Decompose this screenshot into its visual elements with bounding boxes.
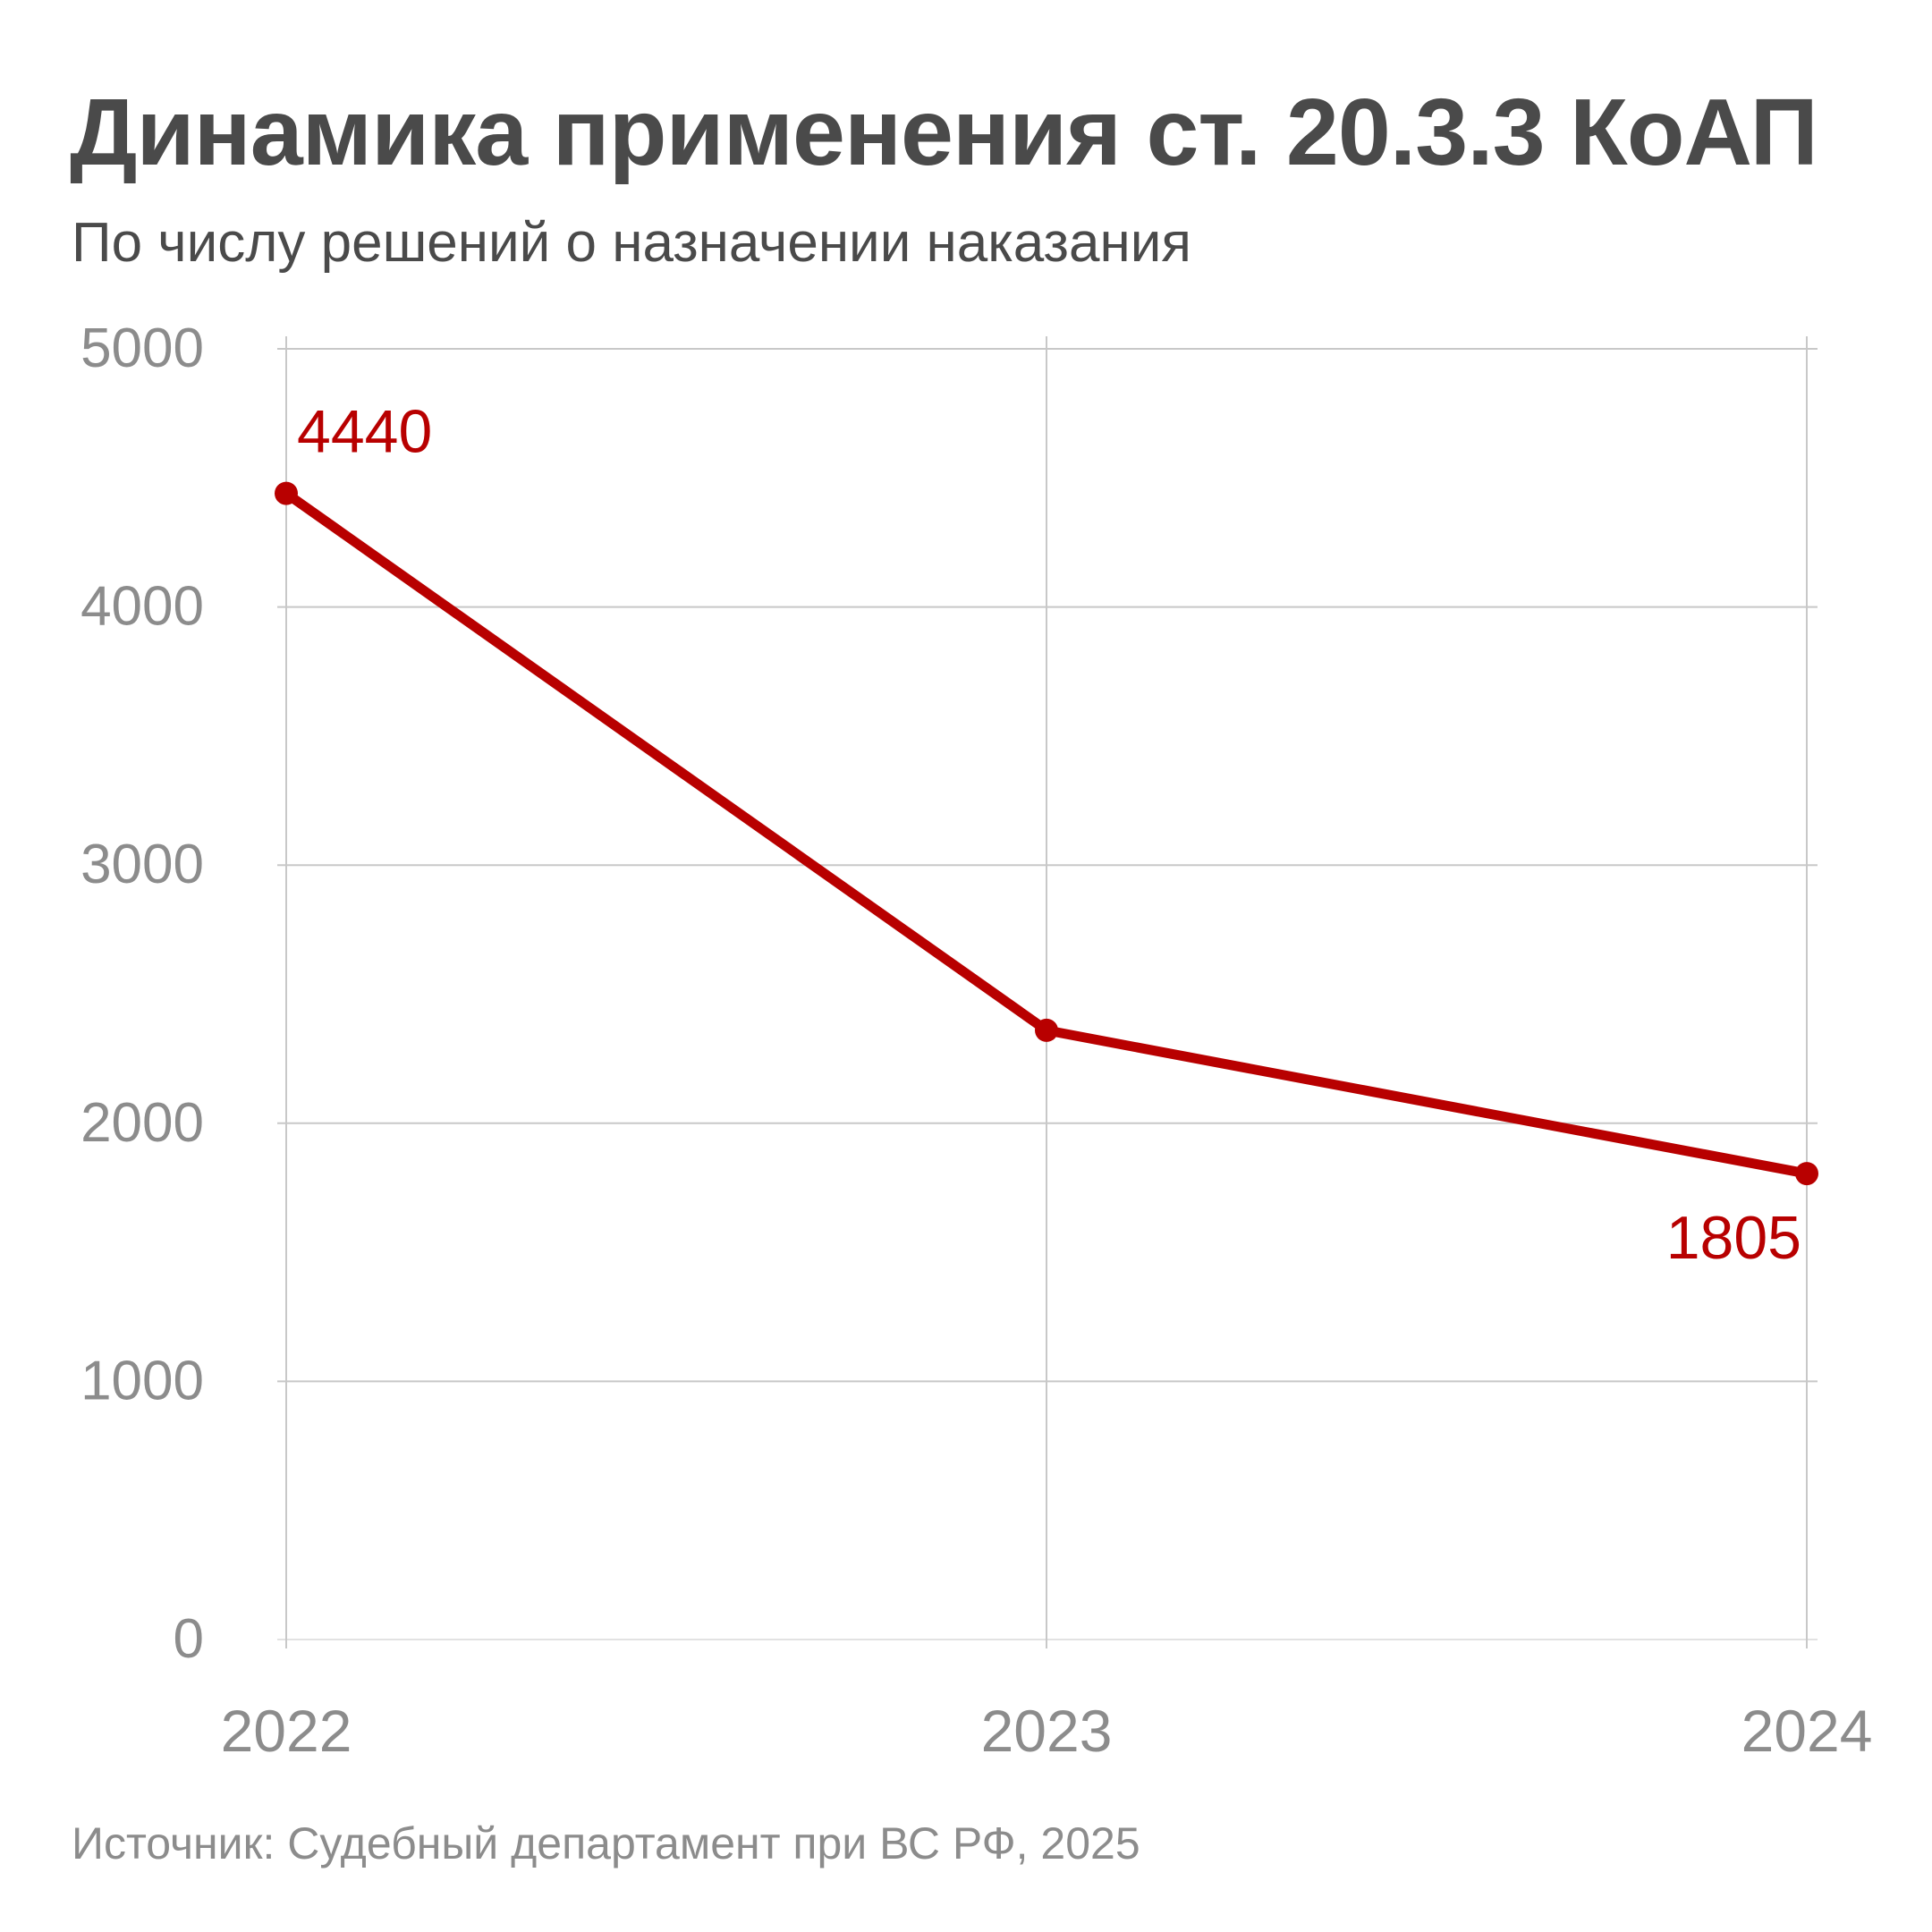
y-axis-ticks: 0 1000 2000 3000 4000 5000	[80, 318, 204, 1670]
data-point	[1795, 1162, 1818, 1186]
series-layer	[275, 481, 1818, 1186]
y-tick-label: 5000	[80, 318, 204, 379]
source-note: Источник: Судебный департамент при ВС РФ…	[72, 1818, 1140, 1868]
chart-subtitle: По числу решений о назначении наказания	[72, 212, 1191, 274]
data-label: 4440	[297, 398, 432, 466]
data-label: 1805	[1666, 1204, 1801, 1272]
chart-title: Динамика применения ст. 20.3.3 КоАП	[70, 80, 1818, 185]
grid-lines	[277, 336, 1818, 1648]
x-tick-label: 2022	[221, 1698, 352, 1764]
y-tick-label: 2000	[80, 1092, 204, 1154]
data-point	[275, 481, 298, 505]
data-point	[1035, 1018, 1058, 1042]
data-labels: 4440 1805	[297, 398, 1801, 1272]
x-tick-label: 2023	[981, 1698, 1113, 1764]
y-tick-label: 1000	[80, 1350, 204, 1411]
y-tick-label: 3000	[80, 834, 204, 895]
y-tick-label: 0	[174, 1608, 204, 1670]
x-axis-ticks: 2022 2023 2024	[221, 1698, 1873, 1764]
y-tick-label: 4000	[80, 576, 204, 638]
x-tick-label: 2024	[1741, 1698, 1873, 1764]
